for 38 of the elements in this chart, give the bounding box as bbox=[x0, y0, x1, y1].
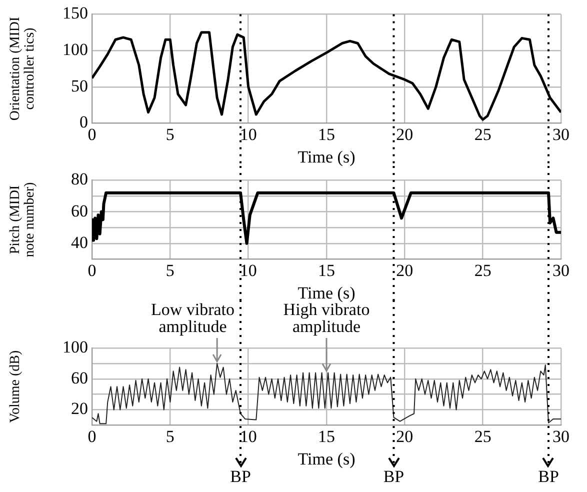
y-axis-title: Orientation (MIDI controller tics) bbox=[8, 16, 38, 121]
annotation: Low vibrato amplitude bbox=[150, 300, 235, 336]
x-tick-label: 30 bbox=[552, 124, 570, 144]
y-tick-label: 20 bbox=[71, 399, 88, 418]
x-tick-label: 10 bbox=[240, 260, 257, 280]
x-tick-label: 20 bbox=[396, 426, 414, 446]
x-tick-label: 5 bbox=[166, 426, 174, 446]
x-tick-label: 10 bbox=[240, 426, 257, 446]
x-axis-title: Time (s) bbox=[298, 449, 356, 468]
x-tick-label: 30 bbox=[552, 426, 570, 446]
y-axis-title: Pitch (MIDI note number) bbox=[8, 182, 38, 258]
x-tick-label: 5 bbox=[166, 124, 174, 144]
y-tick-label: 50 bbox=[71, 76, 88, 96]
ref-line-label: BP bbox=[230, 467, 251, 486]
y-tick-label: 60 bbox=[71, 368, 88, 388]
x-axis-title: Time (s) bbox=[298, 283, 356, 302]
y-tick-label: 150 bbox=[62, 4, 88, 23]
y-tick-label: 0 bbox=[80, 112, 88, 132]
x-tick-label: 25 bbox=[474, 260, 492, 280]
ref-line-label: BP bbox=[538, 467, 559, 486]
x-tick-label: 25 bbox=[474, 124, 492, 144]
x-tick-label: 20 bbox=[396, 260, 414, 280]
x-tick-label: 20 bbox=[396, 124, 414, 144]
x-tick-label: 10 bbox=[240, 124, 257, 144]
x-tick-label: 15 bbox=[318, 124, 335, 144]
y-tick-label: 60 bbox=[71, 201, 88, 220]
y-tick-label: 80 bbox=[71, 170, 88, 189]
y-axis-title: Volume (dB) bbox=[8, 350, 24, 423]
y-tick-label: 100 bbox=[62, 40, 88, 59]
ref-line-label: BP bbox=[383, 467, 404, 486]
x-tick-label: 15 bbox=[318, 426, 335, 446]
x-axis-title: Time (s) bbox=[298, 147, 356, 166]
x-tick-label: 25 bbox=[474, 426, 492, 446]
x-tick-label: 5 bbox=[166, 260, 174, 280]
y-tick-label: 100 bbox=[62, 337, 88, 356]
x-tick-label: 30 bbox=[552, 260, 570, 280]
y-tick-label: 40 bbox=[71, 232, 88, 252]
x-tick-label: 15 bbox=[318, 260, 335, 280]
